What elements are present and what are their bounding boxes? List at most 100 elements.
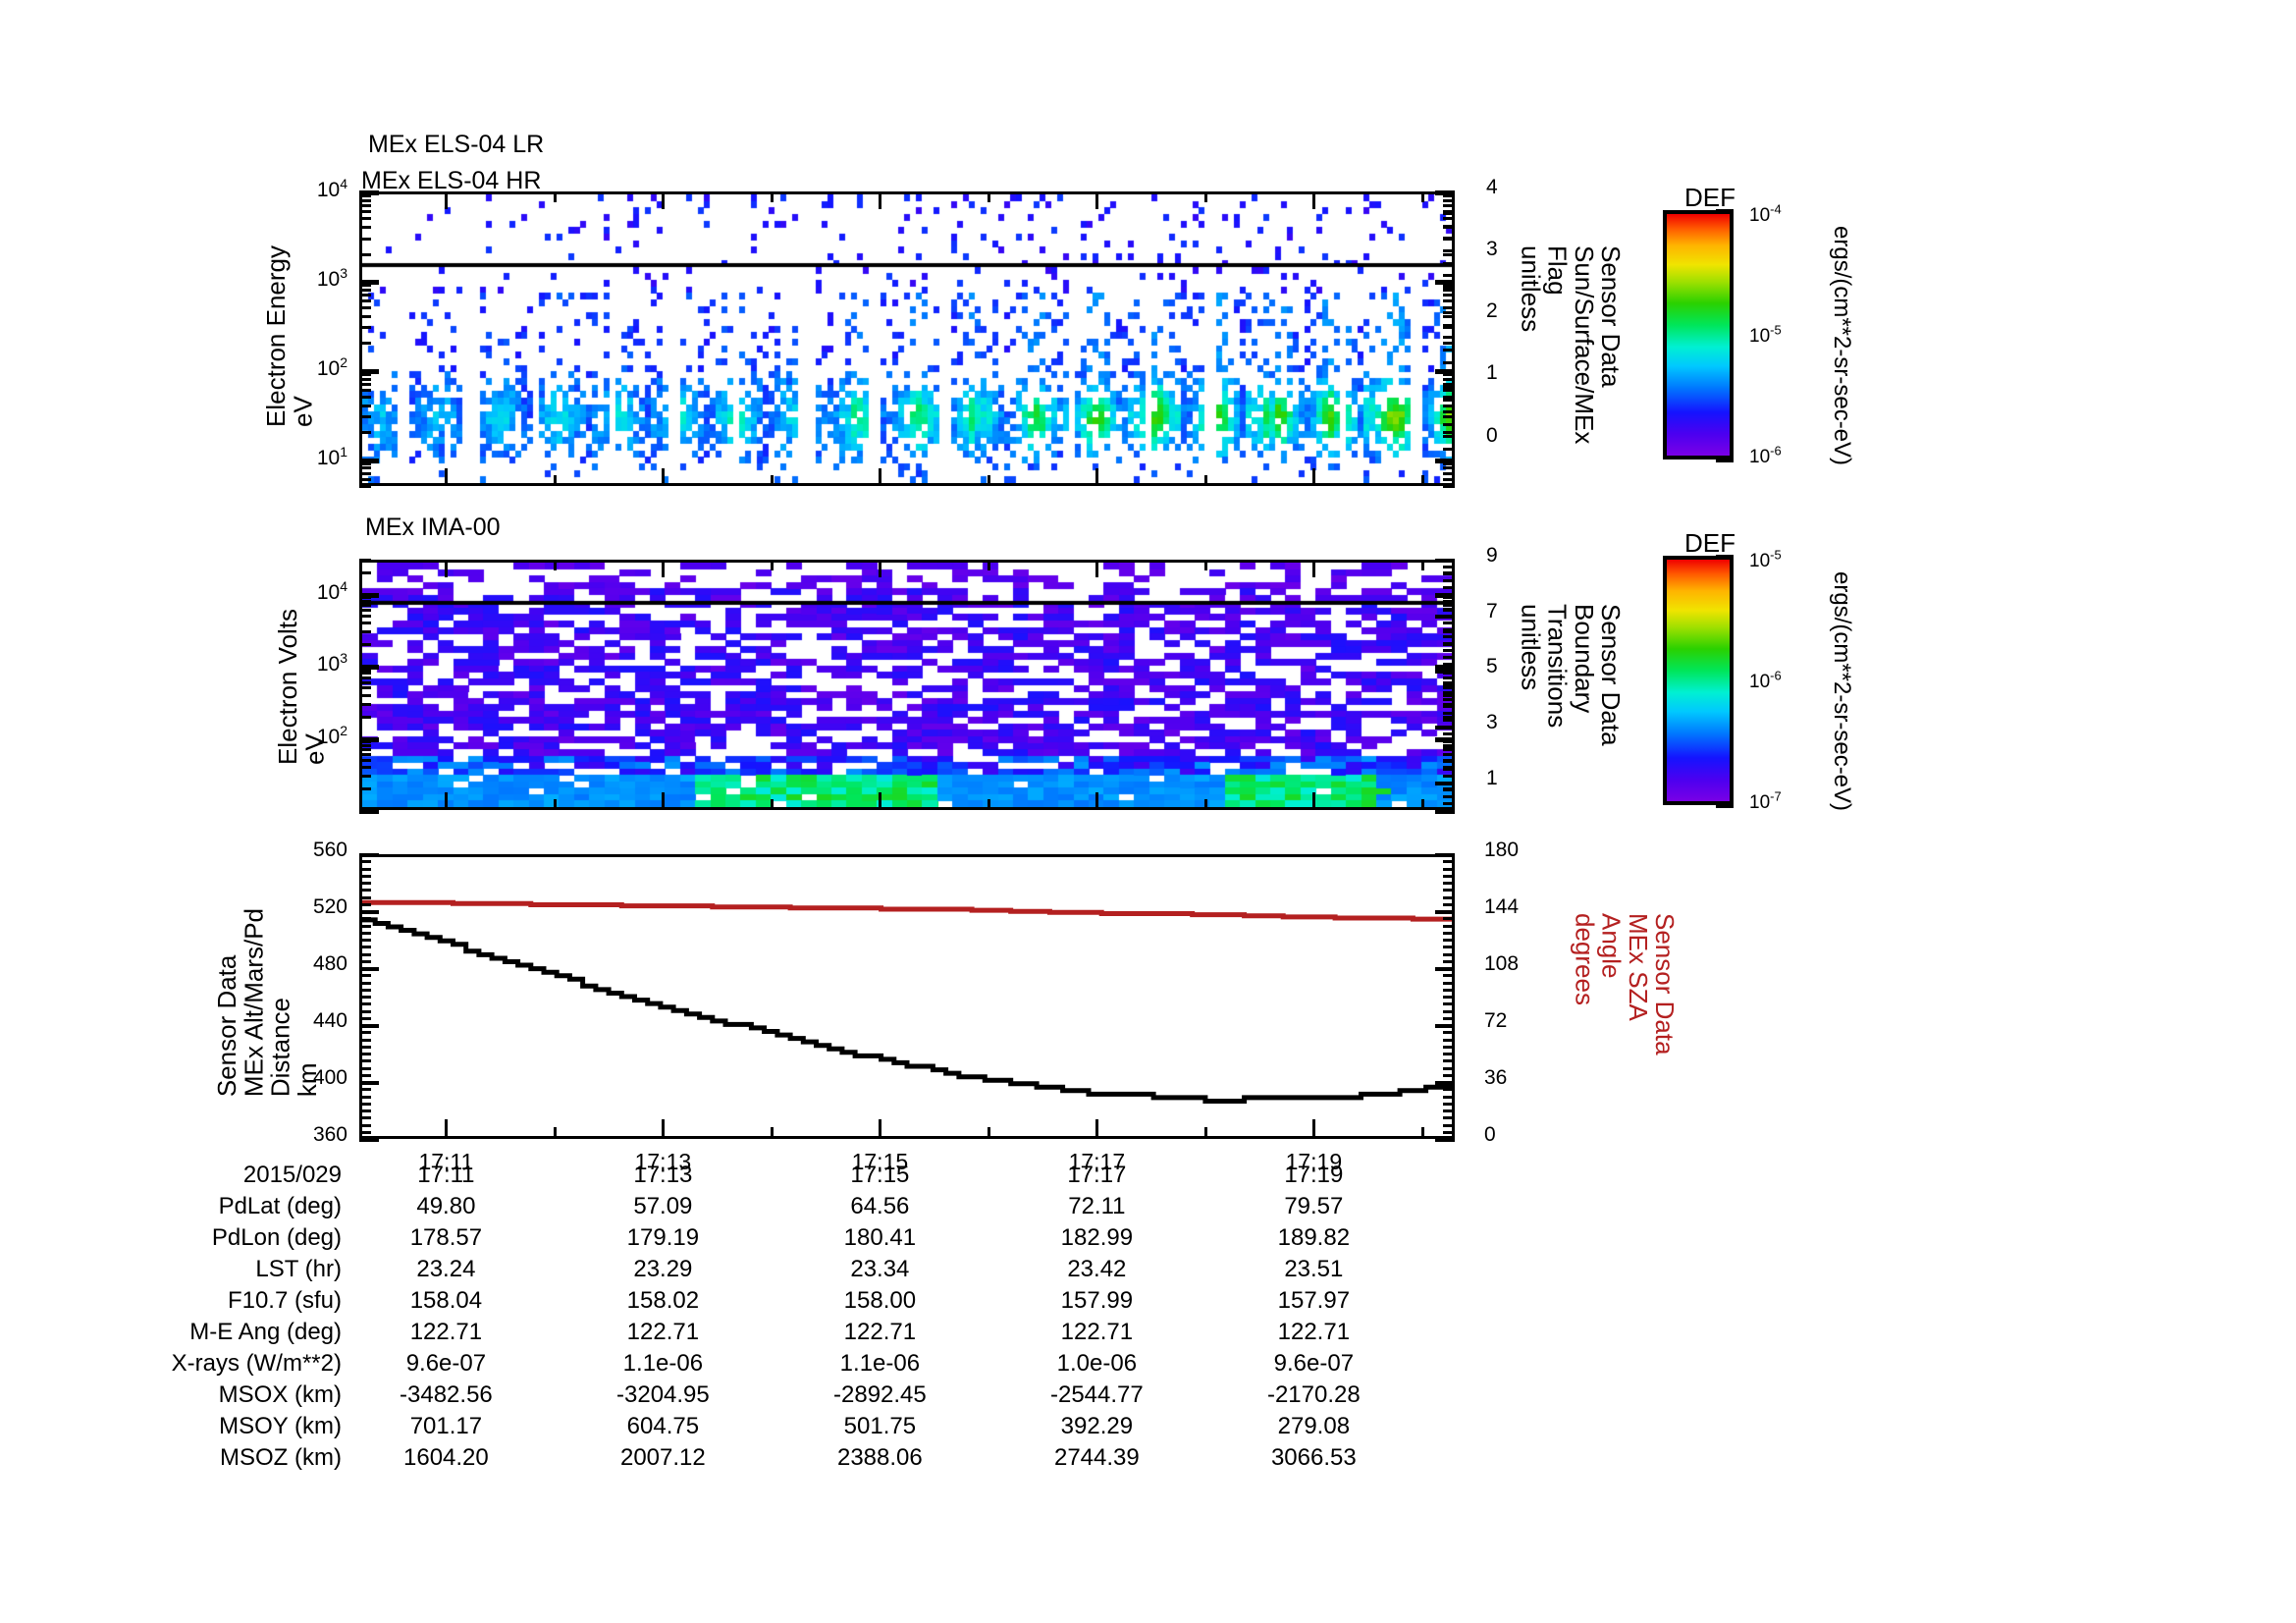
ephemeris-cell: 2388.06 — [836, 1444, 923, 1471]
axis-tick — [1443, 323, 1455, 327]
axis-tick — [553, 475, 557, 486]
axis-tick — [1435, 781, 1455, 785]
ephemeris-row-label: F10.7 (sfu) — [227, 1287, 342, 1314]
axis-tick — [1443, 860, 1455, 864]
ephemeris-cell: 157.97 — [1277, 1287, 1351, 1314]
ephemeris-cell: 122.71 — [843, 1319, 917, 1345]
panel1-right-tick-label: 3 — [1486, 238, 1498, 261]
axis-tick — [879, 468, 882, 486]
axis-tick — [1443, 607, 1455, 611]
axis-tick — [1443, 572, 1455, 576]
axis-tick — [1443, 237, 1455, 241]
axis-tick — [1443, 663, 1455, 667]
axis-tick — [553, 560, 557, 570]
axis-tick — [445, 468, 449, 486]
axis-tick — [1443, 194, 1455, 198]
axis-tick — [1443, 311, 1455, 315]
ephemeris-cell: -2892.45 — [833, 1381, 927, 1408]
ephemeris-cell: 158.04 — [409, 1287, 483, 1314]
axis-tick — [359, 672, 371, 676]
axis-tick — [359, 326, 371, 330]
axis-tick — [1443, 472, 1455, 476]
axis-tick — [359, 967, 379, 971]
axis-tick — [359, 477, 371, 481]
axis-tick — [1435, 1024, 1455, 1028]
ephemeris-cell: 57.09 — [633, 1193, 693, 1219]
axis-tick — [1203, 191, 1207, 202]
axis-tick — [359, 342, 371, 346]
axis-tick — [1443, 1116, 1455, 1120]
ephemeris-cell: 23.34 — [850, 1256, 910, 1282]
axis-tick — [1312, 1119, 1316, 1139]
axis-tick — [1443, 794, 1455, 798]
panel-els-spectrogram[interactable] — [359, 191, 1455, 486]
colorbar1[interactable] — [1663, 210, 1734, 460]
axis-tick — [359, 676, 371, 679]
axis-tick — [359, 981, 371, 985]
colorbar2-title: DEF — [1684, 528, 1735, 558]
axis-tick — [359, 1024, 379, 1028]
axis-tick — [1443, 377, 1455, 381]
axis-tick — [1443, 448, 1455, 452]
axis-tick — [1443, 586, 1455, 590]
axis-tick — [662, 468, 666, 486]
axis-tick — [1443, 974, 1455, 978]
axis-tick — [879, 792, 882, 810]
ephemeris-cell: 64.56 — [850, 1193, 910, 1219]
axis-tick — [359, 686, 371, 690]
ephemeris-cell: 182.99 — [1060, 1224, 1134, 1251]
panel2-right-tick-label: 9 — [1486, 544, 1498, 567]
panel-ima-spectrogram[interactable] — [359, 560, 1455, 810]
axis-tick — [987, 475, 990, 486]
axis-tick — [1443, 199, 1455, 203]
axis-tick — [1435, 559, 1455, 563]
ephemeris-cell: 279.08 — [1277, 1413, 1351, 1439]
axis-tick — [445, 560, 449, 577]
axis-tick — [359, 786, 371, 790]
axis-tick — [359, 1009, 371, 1013]
panel3-right-tick-label: 36 — [1484, 1066, 1508, 1089]
axis-tick — [1435, 614, 1455, 619]
ima-spectrogram-image — [362, 563, 1452, 807]
axis-tick — [1443, 1102, 1455, 1106]
axis-tick — [1443, 1016, 1455, 1020]
axis-tick — [1443, 686, 1455, 690]
panel1-left-tick-label: 104 — [316, 176, 347, 201]
axis-tick — [987, 191, 990, 202]
panel3-left-tick-label: 560 — [312, 839, 347, 861]
x-axis-tick-label: 17:11 — [418, 1149, 474, 1174]
axis-tick — [359, 431, 371, 435]
axis-tick — [1443, 702, 1455, 706]
colorbar2[interactable] — [1663, 556, 1734, 805]
axis-tick — [359, 279, 379, 285]
axis-tick — [770, 799, 774, 810]
axis-tick — [1443, 382, 1455, 386]
axis-tick — [359, 293, 371, 297]
axis-tick — [1443, 959, 1455, 963]
panel2-left-tick-label: 104 — [316, 577, 347, 604]
panel2-left-tick-label: 102 — [316, 722, 347, 748]
axis-tick — [1443, 1038, 1455, 1042]
ephemeris-cell: 179.19 — [626, 1224, 700, 1251]
panel-altitude-sza[interactable] — [359, 854, 1455, 1139]
colorbar2-min-label: 10-7 — [1749, 789, 1782, 814]
axis-tick — [1443, 224, 1455, 228]
ephemeris-cell: 122.71 — [409, 1319, 483, 1345]
axis-tick — [1443, 621, 1455, 624]
axis-tick — [1443, 683, 1455, 687]
axis-tick — [1443, 342, 1455, 346]
axis-tick — [1443, 1059, 1455, 1063]
axis-tick — [1443, 461, 1455, 465]
colorbar2-max-label: 10-5 — [1749, 548, 1782, 572]
axis-tick — [359, 630, 371, 634]
axis-tick — [1443, 398, 1455, 402]
axis-tick — [359, 1116, 371, 1120]
panel3-right-tick-label: 180 — [1484, 839, 1520, 861]
axis-tick — [359, 680, 371, 684]
axis-tick — [1203, 475, 1207, 486]
ephemeris-cell: 1.1e-06 — [839, 1350, 921, 1377]
colorbar2-gradient — [1667, 560, 1730, 801]
axis-tick — [879, 1119, 882, 1139]
axis-tick — [359, 382, 371, 386]
